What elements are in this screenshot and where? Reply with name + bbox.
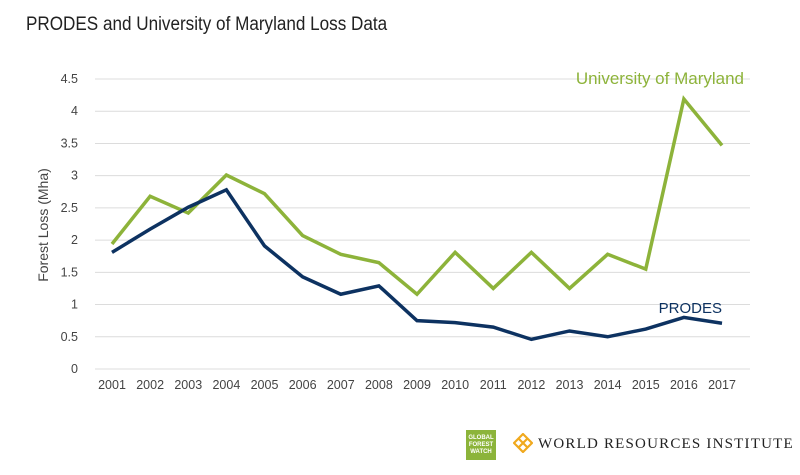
x-tick-label: 2012	[517, 378, 545, 392]
y-tick-label: 1.5	[61, 265, 78, 279]
y-tick-label: 4.5	[61, 72, 78, 86]
x-tick-label: 2006	[289, 378, 317, 392]
chart-title: PRODES and University of Maryland Loss D…	[26, 14, 388, 35]
y-tick-label: 2.5	[61, 201, 78, 215]
x-tick-label: 2017	[708, 378, 736, 392]
x-tick-label: 2002	[136, 378, 164, 392]
y-tick-label: 0.5	[61, 330, 78, 344]
y-tick-label: 3	[71, 169, 78, 183]
x-tick-label: 2010	[441, 378, 469, 392]
x-tick-label: 2008	[365, 378, 393, 392]
x-tick-label: 2004	[212, 378, 240, 392]
series-label-prodes: PRODES	[659, 300, 722, 317]
x-tick-label: 2007	[327, 378, 355, 392]
x-tick-label: 2011	[480, 378, 507, 392]
global-forest-watch-logo: GLOBAL FOREST WATCH	[466, 430, 496, 460]
x-tick-label: 2013	[556, 378, 584, 392]
x-tick-label: 2009	[403, 378, 431, 392]
y-tick-label: 0	[71, 362, 78, 376]
y-tick-label: 3.5	[61, 136, 78, 150]
x-tick-label: 2016	[670, 378, 698, 392]
y-tick-label: 2	[71, 233, 78, 247]
x-tick-label: 2003	[174, 378, 202, 392]
x-tick-label: 2014	[594, 378, 622, 392]
x-tick-label: 2001	[98, 378, 126, 392]
y-tick-label: 4	[71, 104, 78, 118]
wri-logo-icon	[513, 433, 533, 453]
wri-logo-text: WORLD RESOURCES INSTITUTE	[538, 436, 794, 452]
series-label-umd: University of Maryland	[576, 69, 744, 88]
y-axis-label: Forest Loss (Mha)	[35, 168, 51, 282]
x-tick-label: 2005	[251, 378, 279, 392]
series-line-umd	[110, 95, 724, 297]
y-tick-label: 1	[71, 298, 78, 312]
x-tick-label: 2015	[632, 378, 660, 392]
